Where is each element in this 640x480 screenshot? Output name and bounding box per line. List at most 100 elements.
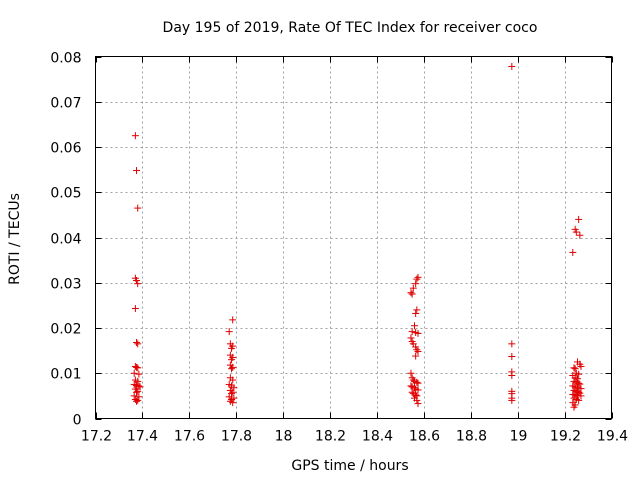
x-tick-label: 18.2: [315, 429, 346, 445]
y-tick-label: 0.02: [50, 322, 81, 338]
data-point: [228, 356, 236, 364]
data-point: [414, 386, 422, 394]
data-point: [576, 380, 584, 388]
data-point: [412, 310, 420, 318]
plot-frame: [95, 56, 612, 419]
data-point: [228, 365, 236, 373]
data-point: [409, 284, 417, 292]
x-tick-label: 17.2: [81, 429, 112, 445]
data-point: [414, 329, 422, 337]
data-point: [229, 316, 237, 324]
x-tick-label: 18.6: [409, 429, 440, 445]
data-point: [407, 334, 415, 342]
data-point: [134, 396, 142, 404]
data-point: [412, 391, 420, 399]
data-point: [229, 388, 237, 396]
y-tick-label: 0.03: [50, 277, 81, 293]
data-point: [573, 375, 581, 383]
data-point: [134, 280, 142, 288]
data-point: [413, 275, 421, 283]
x-tick-label: 17.8: [221, 429, 252, 445]
data-point: [576, 231, 584, 239]
data-point: [577, 385, 585, 393]
data-point: [230, 384, 238, 392]
grid-lines: [95, 56, 612, 419]
data-point: [571, 365, 579, 373]
data-point: [228, 344, 236, 352]
x-axis-label: GPS time / hours: [291, 458, 408, 474]
x-tick-label: 17.4: [127, 429, 158, 445]
data-point: [229, 376, 237, 384]
data-point: [508, 396, 516, 404]
data-point: [229, 399, 237, 407]
data-point: [135, 370, 143, 378]
data-point: [407, 382, 415, 390]
data-point: [131, 305, 139, 313]
data-point: [508, 372, 516, 380]
y-tick-label: 0.07: [50, 96, 81, 112]
x-tick-label: 19.4: [597, 429, 628, 445]
data-point: [410, 384, 418, 392]
x-tick-label: 17.6: [174, 429, 205, 445]
data-point: [508, 62, 516, 70]
data-point: [575, 388, 583, 396]
data-point: [569, 248, 577, 256]
data-point: [575, 370, 583, 378]
data-point: [407, 289, 415, 297]
data-point: [413, 396, 421, 404]
data-point: [228, 395, 236, 403]
y-tick-labels: 0 0.01 0.02 0.03 0.04 0.05 0.06 0.07 0.08: [50, 51, 81, 429]
x-tick-labels: 17.2 17.4 17.6 17.8 18 18.2 18.4 18.6 18.8 19 19.2…: [81, 429, 628, 445]
data-point: [133, 167, 141, 175]
y-tick-label: 0.06: [50, 141, 81, 157]
x-tick-label: 19.2: [550, 429, 581, 445]
data-point: [133, 397, 141, 405]
data-point: [413, 306, 421, 314]
data-point: [134, 204, 142, 212]
data-point: [570, 364, 578, 372]
data-point: [134, 340, 142, 348]
data-point: [229, 363, 237, 371]
data-point: [410, 322, 418, 330]
data-point: [414, 400, 422, 408]
data-point: [408, 328, 416, 336]
data-point: [133, 276, 141, 284]
y-tick-label: 0: [73, 413, 82, 429]
y-tick-label: 0.04: [50, 232, 81, 248]
data-point: [414, 273, 422, 281]
data-point: [412, 352, 420, 360]
data-point: [508, 340, 516, 348]
data-point: [408, 388, 416, 396]
data-point: [131, 132, 139, 140]
data-point: [414, 348, 422, 356]
x-tick-label: 18.4: [362, 429, 393, 445]
data-point: [130, 392, 138, 400]
data-point: [575, 396, 583, 404]
data-point: [413, 346, 421, 354]
y-tick-label: 0.08: [50, 51, 81, 67]
data-point: [225, 328, 233, 336]
data-point: [409, 376, 417, 384]
data-point: [570, 403, 578, 411]
data-point: [575, 379, 583, 387]
y-tick-label: 0.05: [50, 186, 81, 202]
data-point: [572, 228, 580, 236]
x-tick-label: 18.8: [456, 429, 487, 445]
data-point: [134, 377, 142, 385]
data-point: [414, 379, 422, 387]
data-point: [577, 362, 585, 370]
data-point: [133, 338, 141, 346]
data-point: [135, 382, 143, 390]
data-point: [135, 393, 143, 401]
data-point: [508, 353, 516, 361]
data-point: [133, 388, 141, 396]
data-point: [407, 369, 415, 377]
y-tick-label: 0.01: [50, 367, 81, 383]
data-point: [408, 290, 416, 298]
data-points: [130, 62, 585, 411]
data-point: [413, 378, 421, 386]
data-point: [134, 364, 142, 372]
chart-title: Day 195 of 2019, Rate Of TEC Index for r…: [163, 20, 538, 36]
data-point: [575, 215, 583, 223]
